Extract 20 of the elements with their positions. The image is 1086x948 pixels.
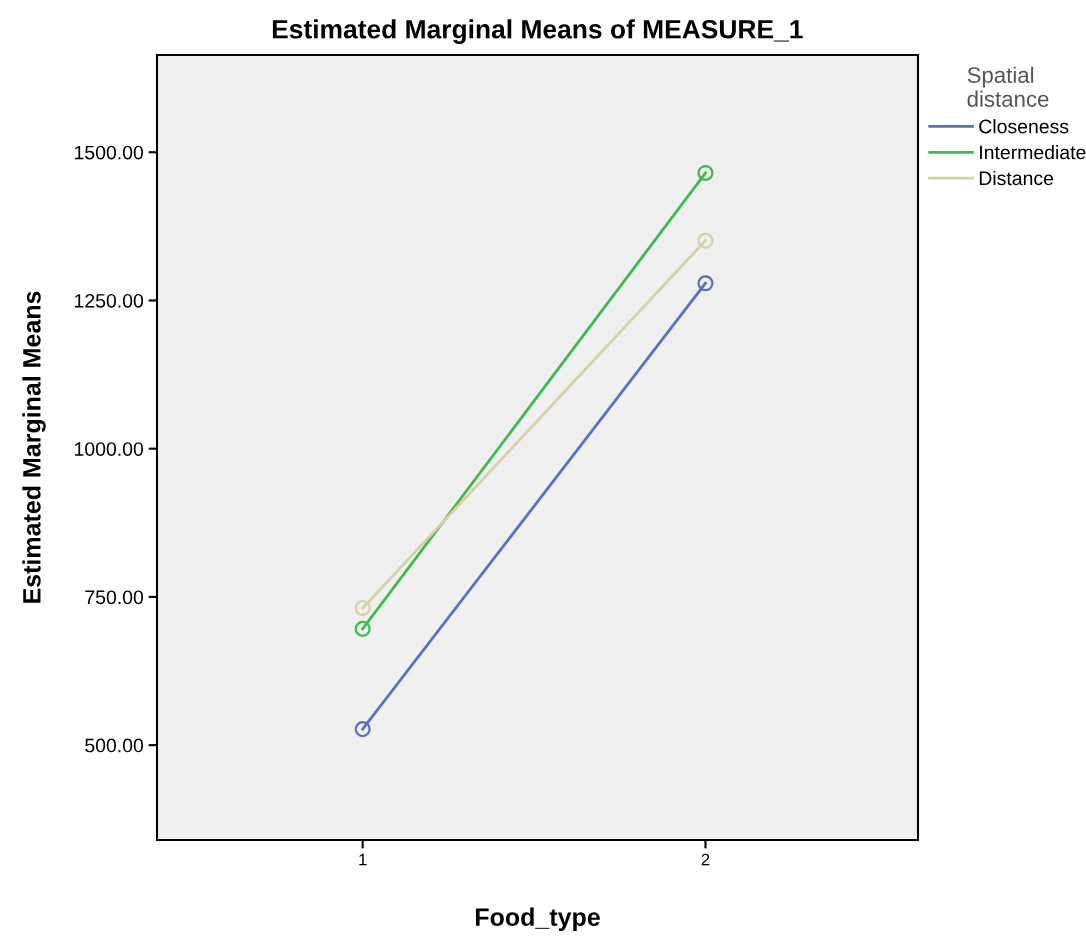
y-tick-label: 1500.00 xyxy=(75,145,144,160)
x-tick-label: 2 xyxy=(701,853,710,866)
y-axis-title: Estimated Marginal Means xyxy=(22,291,46,603)
y-tick-label: 500.00 xyxy=(85,738,144,753)
legend-label: Distance xyxy=(979,170,1054,186)
chart-title: Estimated Marginal Means of MEASURE_1 xyxy=(272,19,803,44)
legend-label: Closeness xyxy=(979,119,1069,134)
x-tick-label: 1 xyxy=(359,853,367,866)
point xyxy=(354,721,371,738)
legend-title: Spatial distance xyxy=(967,66,1049,107)
point xyxy=(354,620,371,637)
y-tick-label: 1250.00 xyxy=(75,293,144,308)
y-tick-label: 1000.00 xyxy=(75,442,144,456)
point xyxy=(697,275,714,292)
point xyxy=(697,232,714,249)
point xyxy=(697,164,714,182)
x-axis-title: Food_type xyxy=(475,907,600,931)
y-tick-label: 750.00 xyxy=(85,590,144,605)
point xyxy=(354,600,371,617)
legend-label: Intermediate xyxy=(980,145,1086,160)
